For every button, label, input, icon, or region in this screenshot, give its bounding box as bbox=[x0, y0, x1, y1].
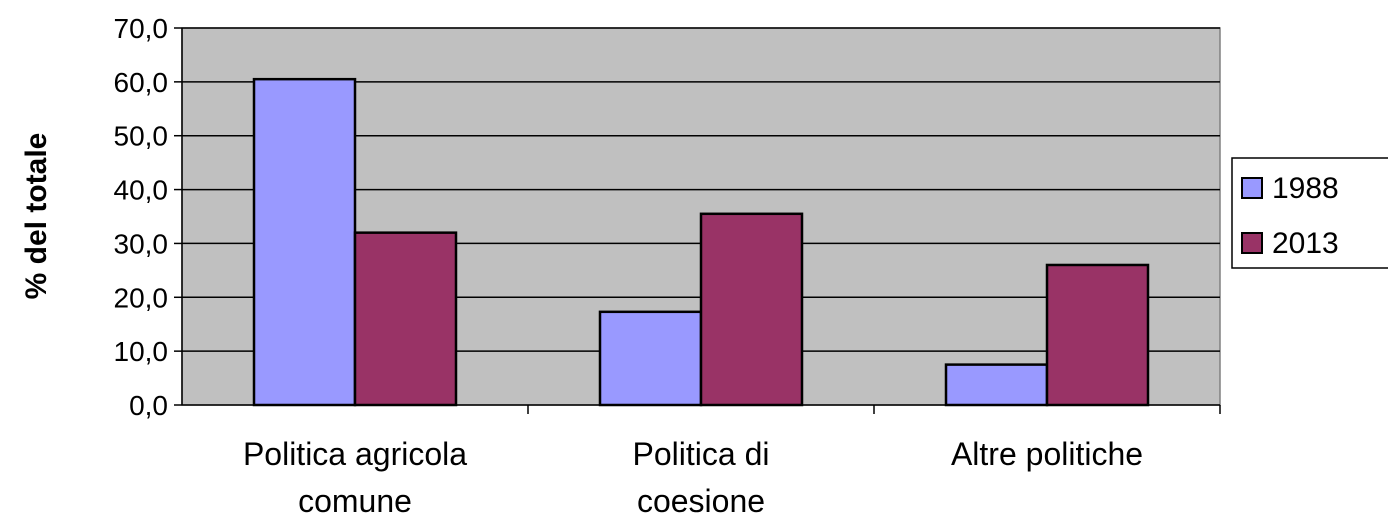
y-tick-label: 70,0 bbox=[114, 13, 169, 44]
bar-2013 bbox=[1045, 263, 1150, 407]
y-tick-label: 20,0 bbox=[114, 282, 169, 313]
bars bbox=[252, 77, 1150, 407]
y-tick-label: 10,0 bbox=[114, 336, 169, 367]
y-tick-label: 40,0 bbox=[114, 175, 169, 206]
axis-labels: 0,0 10,0 20,0 30,0 40,0 50,0 60,0 70,0 Politica … bbox=[114, 13, 1144, 514]
legend-label: 1988 bbox=[1272, 172, 1339, 205]
bar-1988 bbox=[598, 310, 703, 407]
legend-label: 2013 bbox=[1272, 227, 1339, 260]
y-tick-label: 30,0 bbox=[114, 228, 169, 259]
y-tick-label: 0,0 bbox=[129, 390, 168, 421]
x-tick-label: Politica agricola comune bbox=[243, 436, 467, 514]
bar-2013 bbox=[699, 212, 804, 407]
axes bbox=[174, 27, 1221, 414]
x-tick-label: Politica di coesione bbox=[633, 436, 770, 514]
y-axis-title: % del totale bbox=[20, 133, 53, 300]
y-tick-label: 50,0 bbox=[114, 121, 169, 152]
legend-swatch bbox=[1241, 232, 1263, 254]
legend: 1988 2013 bbox=[1231, 157, 1388, 269]
legend-swatch bbox=[1241, 177, 1263, 199]
x-tick-label: Altre politiche bbox=[951, 436, 1143, 472]
y-tick-label: 60,0 bbox=[114, 67, 169, 98]
bar-2013 bbox=[353, 231, 458, 407]
bar-1988 bbox=[944, 363, 1049, 407]
bar-1988 bbox=[252, 77, 357, 407]
